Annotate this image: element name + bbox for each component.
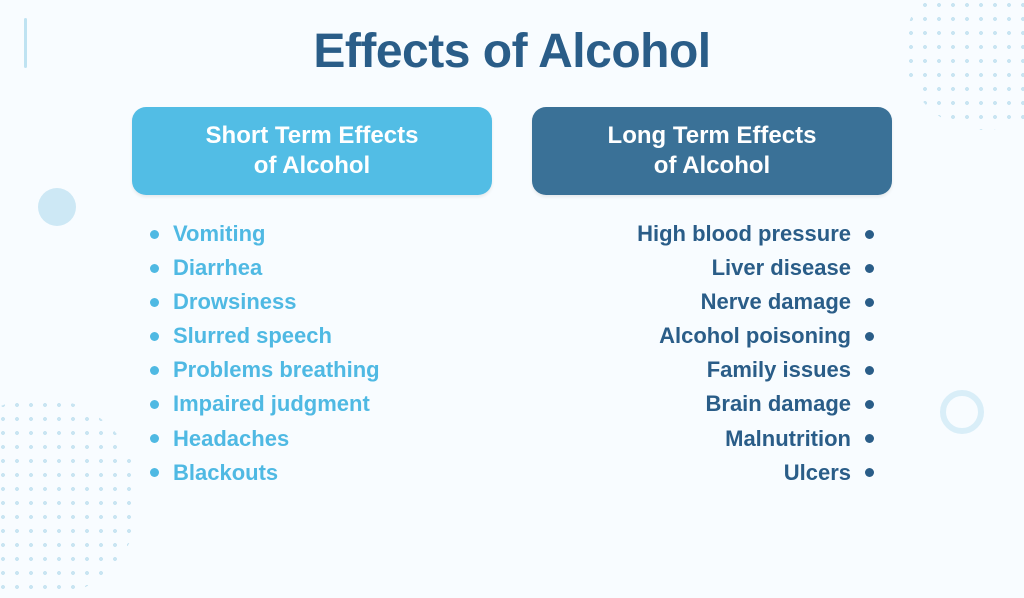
item-label: Blackouts [173,456,278,490]
item-label: Nerve damage [701,285,851,319]
list-item: Slurred speech [150,319,492,353]
bullet-icon [150,434,159,443]
list-item: Blackouts [150,456,492,490]
page-title: Effects of Alcohol [0,0,1024,79]
list-item: Alcohol poisoning [532,319,874,353]
item-label: Ulcers [784,456,851,490]
bullet-icon [150,468,159,477]
decor-ring [940,390,984,434]
list-item: Liver disease [532,251,874,285]
short-term-header-line2: of Alcohol [152,151,472,181]
item-label: Vomiting [173,217,265,251]
long-term-header-line1: Long Term Effects [552,121,872,151]
item-label: Problems breathing [173,353,380,387]
columns-container: Short Term Effects of Alcohol Vomiting D… [0,107,1024,490]
short-term-list: Vomiting Diarrhea Drowsiness Slurred spe… [132,217,492,490]
bullet-icon [865,264,874,273]
item-label: Alcohol poisoning [659,319,851,353]
list-item: Headaches [150,422,492,456]
bullet-icon [150,332,159,341]
bullet-icon [150,400,159,409]
bullet-icon [865,298,874,307]
item-label: High blood pressure [637,217,851,251]
bullet-icon [150,298,159,307]
bullet-icon [865,332,874,341]
list-item: Drowsiness [150,285,492,319]
item-label: Brain damage [706,387,852,421]
list-item: Impaired judgment [150,387,492,421]
item-label: Diarrhea [173,251,262,285]
bullet-icon [150,366,159,375]
list-item: Vomiting [150,217,492,251]
bullet-icon [865,434,874,443]
list-item: Malnutrition [532,422,874,456]
item-label: Drowsiness [173,285,297,319]
item-label: Malnutrition [725,422,851,456]
list-item: Problems breathing [150,353,492,387]
decor-circle [38,188,76,226]
bullet-icon [865,468,874,477]
bullet-icon [865,366,874,375]
list-item: Diarrhea [150,251,492,285]
bullet-icon [150,264,159,273]
long-term-list: High blood pressure Liver disease Nerve … [532,217,892,490]
short-term-header: Short Term Effects of Alcohol [132,107,492,195]
item-label: Slurred speech [173,319,332,353]
short-term-column: Short Term Effects of Alcohol Vomiting D… [132,107,492,490]
long-term-column: Long Term Effects of Alcohol High blood … [532,107,892,490]
list-item: Family issues [532,353,874,387]
decor-line [24,18,27,68]
item-label: Headaches [173,422,289,456]
item-label: Impaired judgment [173,387,370,421]
list-item: Nerve damage [532,285,874,319]
bullet-icon [865,230,874,239]
long-term-header: Long Term Effects of Alcohol [532,107,892,195]
list-item: High blood pressure [532,217,874,251]
item-label: Liver disease [712,251,851,285]
bullet-icon [865,400,874,409]
long-term-header-line2: of Alcohol [552,151,872,181]
bullet-icon [150,230,159,239]
list-item: Ulcers [532,456,874,490]
short-term-header-line1: Short Term Effects [152,121,472,151]
item-label: Family issues [707,353,851,387]
list-item: Brain damage [532,387,874,421]
